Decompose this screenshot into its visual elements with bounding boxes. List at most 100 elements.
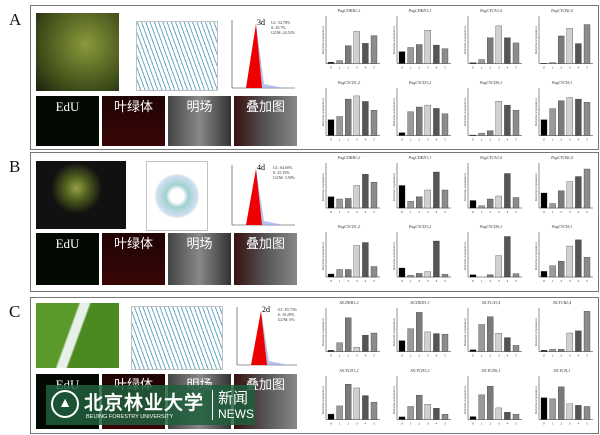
- x-tick-label: 0: [543, 137, 545, 141]
- x-tick-label: 2: [347, 354, 349, 358]
- bar-chart: SlCYCH;1 Relative expression 0 1 2 3 4 5: [527, 368, 597, 432]
- x-tick-label: 2: [560, 210, 562, 214]
- bar: [327, 196, 335, 209]
- bar: [398, 340, 406, 352]
- x-tick-label: 2: [347, 210, 349, 214]
- plot-area: 0 1 2 3 4 5: [396, 375, 451, 425]
- flow-cytometry-histogram: 3d G1: 54.78% S: 20.7% G2/M: 24.52%: [224, 16, 299, 96]
- chart-title: PagCYCD1;2: [337, 79, 361, 85]
- bar: [575, 404, 582, 420]
- x-tick-label: 4: [578, 66, 580, 70]
- bar: [441, 113, 449, 136]
- bar-chart: PagCYCD1;2 Relative expression 0 1 2 3 4 5: [314, 80, 384, 148]
- bar-chart: SlCDKD1;1 Relative expression 0 1 2 3 4 5: [385, 300, 455, 364]
- x-tick-label: 2: [489, 354, 491, 358]
- plot-area: 0 1 2 3 4 5: [467, 375, 522, 425]
- bar: [540, 192, 548, 209]
- bar: [345, 45, 352, 64]
- chart-title: PagCYCB2;4: [551, 155, 573, 160]
- x-tick-label: 5: [444, 137, 446, 141]
- x-tick-label: 4: [365, 279, 367, 283]
- chart-title: PagCYCB2;4: [551, 8, 573, 13]
- chart-title: PagCYCA3;4: [480, 8, 502, 13]
- bar: [575, 239, 582, 278]
- x-tick-label: 3: [427, 354, 429, 358]
- x-tick-label: 3: [356, 137, 358, 141]
- x-tick-label: 1: [339, 210, 341, 214]
- bar: [504, 236, 511, 278]
- plot-area: 0 1 2 3 4 5: [467, 232, 522, 283]
- plot-area: 0 1 2 3 4 5: [467, 87, 522, 141]
- x-tick-label: 4: [507, 210, 509, 214]
- plot-area: 0 1 2 3 4 5: [396, 308, 451, 358]
- bar: [416, 394, 423, 420]
- bar: [424, 403, 431, 420]
- bar-chart: PagCDKB1;2 Relative expression 0 1 2 3 4 5: [314, 155, 384, 220]
- chart-title: PagCYCH;1: [551, 79, 573, 85]
- bar: [353, 387, 360, 420]
- bar: [549, 107, 556, 136]
- flow-stat: G1: 83.73%: [277, 307, 297, 312]
- bar: [549, 203, 556, 209]
- bar-chart: PagCYCB2;4 Relative expression 0 1 2 3 4 5: [527, 155, 597, 220]
- bar: [424, 189, 431, 209]
- flow-day-label: 2d: [262, 305, 270, 314]
- bar: [433, 333, 440, 352]
- x-tick-label: 3: [498, 66, 500, 70]
- x-tick-label: 4: [365, 421, 367, 425]
- bar: [558, 190, 565, 209]
- bar: [495, 255, 502, 278]
- bar: [549, 349, 556, 352]
- plot-area: 0 1 2 3 4 5: [396, 232, 451, 283]
- bar: [583, 168, 591, 209]
- x-tick-label: 0: [543, 421, 545, 425]
- x-tick-label: 1: [552, 421, 554, 425]
- bar: [487, 198, 494, 209]
- x-tick-label: 0: [472, 279, 474, 283]
- bar-chart: PagCYCD6;1 Relative expression 0 1 2 3 4 5: [456, 80, 526, 148]
- bar: [370, 109, 378, 136]
- x-tick-label: 4: [507, 421, 509, 425]
- flow-stat: G2/M: 3.50%: [273, 175, 295, 180]
- x-tick-label: 1: [410, 210, 412, 214]
- bar: [495, 100, 502, 136]
- x-tick-label: 5: [373, 279, 375, 283]
- bar: [416, 106, 423, 136]
- x-tick-label: 5: [586, 279, 588, 283]
- x-tick-label: 3: [569, 137, 571, 141]
- bar: [566, 245, 573, 278]
- flow-stats: G1: 54.78% S: 20.7% G2/M: 24.52%: [271, 20, 295, 35]
- bar: [362, 394, 369, 420]
- x-tick-label: 4: [436, 210, 438, 214]
- chart-title: SlCDKB1;2: [339, 300, 359, 305]
- panel-label: B: [9, 157, 21, 176]
- bar: [512, 273, 520, 278]
- x-tick-label: 0: [401, 66, 403, 70]
- x-tick-label: 0: [543, 354, 545, 358]
- x-tick-label: 5: [515, 279, 517, 283]
- x-tick-label: 1: [410, 279, 412, 283]
- bar: [398, 416, 406, 420]
- x-tick-label: 1: [481, 421, 483, 425]
- watermark-cn: 北京林业大学: [84, 393, 205, 414]
- bar: [424, 30, 431, 64]
- bar-chart: PagCYCB2;4 Relative expression 0 1 2 3 4 5: [527, 8, 597, 76]
- bar: [353, 31, 360, 64]
- bar: [469, 200, 477, 209]
- specimen-photo: [36, 161, 126, 229]
- x-tick-label: 4: [436, 421, 438, 425]
- bar: [566, 403, 573, 420]
- x-tick-label: 3: [427, 66, 429, 70]
- plot-area: 0 1 2 3 4 5: [325, 308, 380, 358]
- flow-stat: G1: 54.78%: [271, 20, 291, 25]
- x-tick-label: 1: [481, 137, 483, 141]
- bar-chart: SlCDKB1;2 Relative expression 0 1 2 3 4 5: [314, 300, 384, 364]
- x-tick-label: 3: [498, 279, 500, 283]
- bar: [487, 316, 494, 352]
- bar: [441, 189, 449, 209]
- micrograph-chlorophyll: 叶绿体: [102, 233, 165, 285]
- x-tick-label: 0: [401, 210, 403, 214]
- micrograph-edu: EdU: [36, 96, 99, 146]
- x-tick-label: 4: [436, 137, 438, 141]
- bar: [583, 101, 591, 136]
